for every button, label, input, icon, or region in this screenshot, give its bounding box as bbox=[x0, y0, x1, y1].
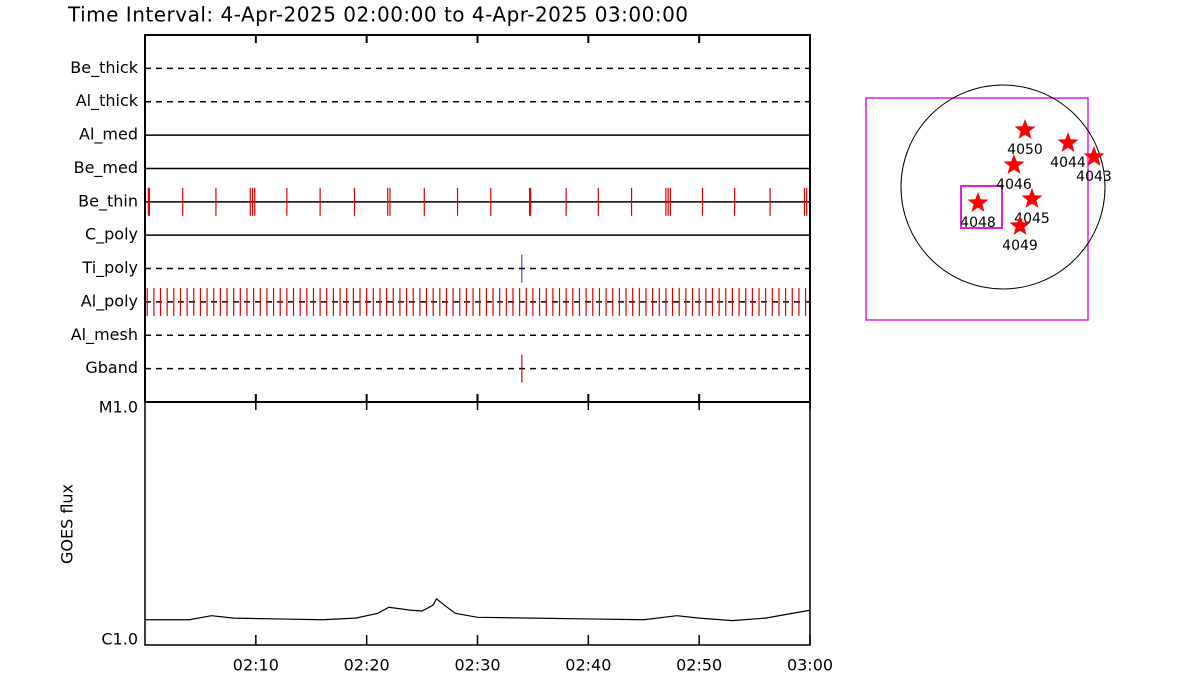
region-label: 4044 bbox=[1050, 155, 1086, 171]
goes-curve bbox=[145, 597, 811, 622]
solar-disk bbox=[900, 84, 1106, 290]
region-label: 4043 bbox=[1076, 169, 1112, 185]
y-axis-label: GOES flux bbox=[58, 484, 77, 564]
region-label: 4046 bbox=[996, 177, 1032, 193]
filter-label: Be_med bbox=[74, 158, 138, 178]
y-tick-label: M1.0 bbox=[99, 398, 138, 417]
region-star bbox=[967, 192, 989, 212]
region-star bbox=[1003, 154, 1025, 174]
filter-label: Gband bbox=[85, 358, 138, 377]
x-tick-label: 02:30 bbox=[454, 656, 500, 675]
goes-frame bbox=[144, 401, 811, 646]
filter-label: Al_thick bbox=[76, 91, 139, 111]
sub-field bbox=[960, 185, 1003, 229]
x-tick-label: 02:20 bbox=[344, 656, 390, 675]
region-label: 4049 bbox=[1002, 238, 1038, 254]
x-tick-label: 02:50 bbox=[676, 656, 722, 675]
chart-title: Time Interval: 4-Apr-2025 02:00:00 to 4-… bbox=[67, 3, 689, 27]
x-tick-label: 02:10 bbox=[233, 656, 279, 675]
filter-label: Be_thick bbox=[70, 58, 138, 78]
region-star bbox=[1057, 132, 1079, 152]
x-tick-label: 03:00 bbox=[787, 656, 833, 675]
region-star bbox=[1014, 119, 1036, 139]
region-label: 4048 bbox=[960, 215, 996, 231]
region-label: 4050 bbox=[1007, 142, 1043, 158]
filter-label: Ti_poly bbox=[81, 258, 138, 278]
y-tick-label: C1.0 bbox=[101, 630, 138, 649]
timeline-frame bbox=[144, 34, 811, 403]
filter-label: Al_poly bbox=[81, 291, 138, 311]
filter-label: Al_med bbox=[79, 125, 138, 145]
filter-label: Al_mesh bbox=[71, 325, 138, 345]
region-star bbox=[1083, 146, 1105, 166]
x-tick-label: 02:40 bbox=[565, 656, 611, 675]
region-star bbox=[1009, 215, 1031, 235]
region-star bbox=[1021, 188, 1043, 208]
filter-label: Be_thin bbox=[78, 191, 138, 211]
filter-label: C_poly bbox=[85, 225, 138, 245]
field-of-view bbox=[865, 97, 1089, 321]
